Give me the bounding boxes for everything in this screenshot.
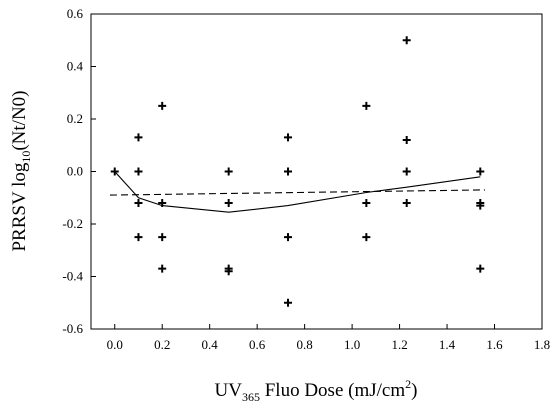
x-tick-label: 0.0	[107, 337, 123, 352]
x-tick-label: 0.4	[202, 337, 219, 352]
data-point-plus	[134, 133, 143, 142]
y-tick-label: -0.4	[62, 269, 83, 284]
data-point-plus	[476, 264, 485, 273]
data-point-plus	[110, 167, 119, 176]
data-point-plus	[158, 233, 167, 242]
data-point-plus	[402, 199, 411, 207]
data-point-plus	[158, 101, 167, 110]
y-tick-label: -0.2	[62, 216, 83, 231]
data-point-plus	[134, 167, 143, 176]
x-tick-label: 0.6	[249, 337, 266, 352]
dashed-regression-line	[109, 189, 486, 196]
x-tick-label: 1.8	[534, 337, 550, 352]
y-tick-label: 0.4	[67, 59, 84, 74]
data-point-plus	[158, 199, 167, 207]
y-axis: -0.6 -0.4 -0.2 0.0 0.2 0.4 0.6	[62, 6, 96, 336]
x-axis: 0.0 0.2 0.4 0.6 0.8 1.0 1.2 1.4 1.6 1.8	[107, 324, 550, 352]
data-point-plus	[362, 101, 371, 110]
data-point-plus	[476, 201, 485, 210]
data-point-plus	[284, 167, 293, 176]
data-point-plus	[284, 233, 293, 242]
y-tick-label: -0.6	[62, 321, 83, 336]
data-point-plus	[158, 264, 167, 273]
data-point-plus	[284, 298, 293, 307]
data-point-plus	[284, 133, 293, 142]
data-points	[110, 36, 485, 307]
plot-frame	[90, 13, 543, 330]
y-axis-label: PRRSV log10(Nt/N0)	[9, 90, 33, 251]
x-tick-label: 1.0	[344, 337, 360, 352]
data-point-plus	[362, 199, 371, 207]
data-point-plus	[224, 267, 233, 276]
x-tick-label: 0.8	[297, 337, 313, 352]
data-point-plus	[402, 136, 411, 144]
data-point-plus	[224, 167, 233, 176]
x-tick-label: 1.6	[486, 337, 503, 352]
x-tick-label: 1.2	[391, 337, 407, 352]
data-point-plus	[134, 199, 143, 207]
data-point-plus	[402, 167, 411, 176]
x-axis-label: UV365 Fluo Dose (mJ/cm2)	[215, 377, 418, 404]
data-point-plus	[224, 199, 233, 207]
y-tick-label: 0.2	[67, 111, 83, 126]
x-tick-label: 1.4	[439, 337, 456, 352]
x-tick-label: 0.2	[154, 337, 170, 352]
data-point-plus	[362, 233, 371, 242]
y-tick-label: 0.0	[67, 164, 83, 179]
fit-lines	[109, 171, 486, 213]
data-point-plus	[402, 36, 411, 45]
solid-trend-line	[114, 171, 481, 213]
data-point-plus	[476, 167, 485, 176]
data-point-plus	[134, 233, 143, 242]
y-tick-label: 0.6	[67, 6, 84, 21]
